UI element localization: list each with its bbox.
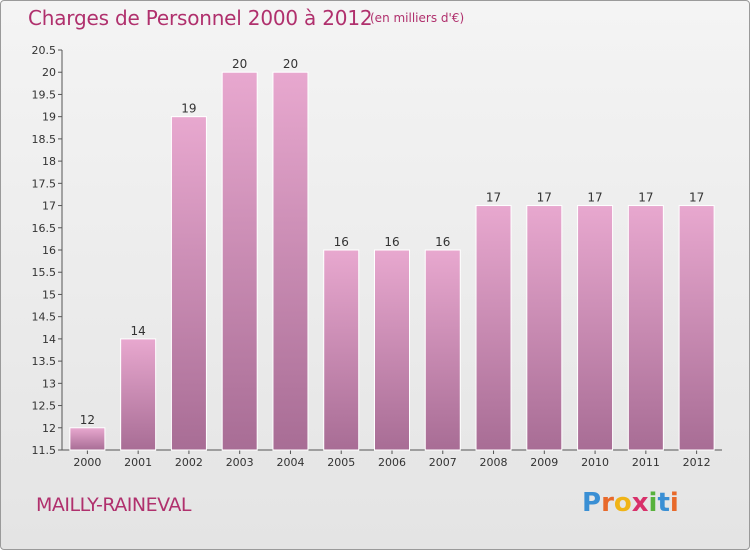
- bar-2005: [323, 249, 360, 451]
- bar-2008: [475, 205, 512, 451]
- y-tick-label: 15.5: [32, 266, 57, 279]
- x-tick-label: 2003: [226, 456, 254, 469]
- y-tick-label: 20: [42, 66, 56, 79]
- bar-2012: [678, 205, 715, 451]
- logo-letter: i: [648, 488, 658, 518]
- data-label: 16: [435, 235, 450, 249]
- chart-labels: 12 2000 14 2001 19 2002 20 2003 20 2004 16 2005 16 20…: [73, 57, 710, 469]
- place-name: MAILLY-RAINEVAL: [36, 494, 191, 516]
- bar-2003: [221, 71, 258, 451]
- x-tick-label: 2006: [378, 456, 406, 469]
- data-label: 17: [638, 191, 653, 205]
- y-tick-label: 13.5: [32, 355, 57, 368]
- y-tick-label: 19.5: [32, 88, 57, 101]
- x-tick-label: 2002: [175, 456, 203, 469]
- bar-2011: [627, 205, 664, 451]
- proxiti-logo: Proxiti: [582, 488, 679, 518]
- data-label: 17: [486, 191, 501, 205]
- y-tick-label: 12.5: [32, 400, 57, 413]
- logo-letter: P: [582, 488, 602, 518]
- y-tick-label: 14: [42, 333, 56, 346]
- bar-2000: [69, 427, 106, 451]
- bar-2001: [120, 338, 157, 451]
- data-label: 20: [283, 57, 298, 71]
- y-tick-label: 19: [42, 111, 56, 124]
- bar-2004: [272, 71, 309, 451]
- x-tick-label: 2001: [124, 456, 152, 469]
- data-label: 14: [131, 324, 146, 338]
- logo-letter: i: [669, 488, 679, 518]
- data-label: 17: [537, 191, 552, 205]
- x-tick-label: 2004: [276, 456, 304, 469]
- y-tick-label: 12: [42, 422, 56, 435]
- x-tick-label: 2011: [632, 456, 660, 469]
- y-tick-label: 16.5: [32, 222, 57, 235]
- data-label: 12: [80, 413, 95, 427]
- x-tick-label: 2010: [581, 456, 609, 469]
- chart-bars: [69, 71, 715, 451]
- y-tick-label: 15: [42, 288, 56, 301]
- y-tick-label: 18: [42, 155, 56, 168]
- bar-2010: [577, 205, 614, 451]
- x-tick-label: 2008: [480, 456, 508, 469]
- logo-letter: r: [601, 488, 614, 518]
- x-tick-label: 2007: [429, 456, 457, 469]
- logo-letter: x: [631, 488, 649, 518]
- x-tick-label: 2012: [683, 456, 711, 469]
- logo-letter: t: [657, 488, 670, 518]
- data-label: 17: [587, 191, 602, 205]
- y-tick-label: 16: [42, 244, 56, 257]
- y-tick-label: 17.5: [32, 177, 57, 190]
- y-tick-label: 13: [42, 377, 56, 390]
- chart-title: Charges de Personnel 2000 à 2012: [28, 6, 373, 30]
- bar-2009: [526, 205, 563, 451]
- data-label: 16: [334, 235, 349, 249]
- y-tick-label: 17: [42, 200, 56, 213]
- x-tick-label: 2005: [327, 456, 355, 469]
- chart-subtitle: (en milliers d'€): [370, 11, 465, 25]
- y-tick-label: 18.5: [32, 133, 57, 146]
- data-label: 16: [384, 235, 399, 249]
- data-label: 19: [181, 102, 196, 116]
- x-tick-label: 2000: [73, 456, 101, 469]
- y-tick-label: 20.5: [32, 44, 57, 57]
- y-tick-label: 14.5: [32, 311, 57, 324]
- data-label: 20: [232, 57, 247, 71]
- bar-2007: [424, 249, 461, 451]
- bar-2006: [374, 249, 410, 451]
- data-label: 17: [689, 191, 704, 205]
- logo-letter: o: [613, 488, 632, 518]
- bar-2002: [170, 116, 207, 451]
- x-tick-label: 2009: [530, 456, 558, 469]
- y-tick-label: 11.5: [32, 444, 57, 457]
